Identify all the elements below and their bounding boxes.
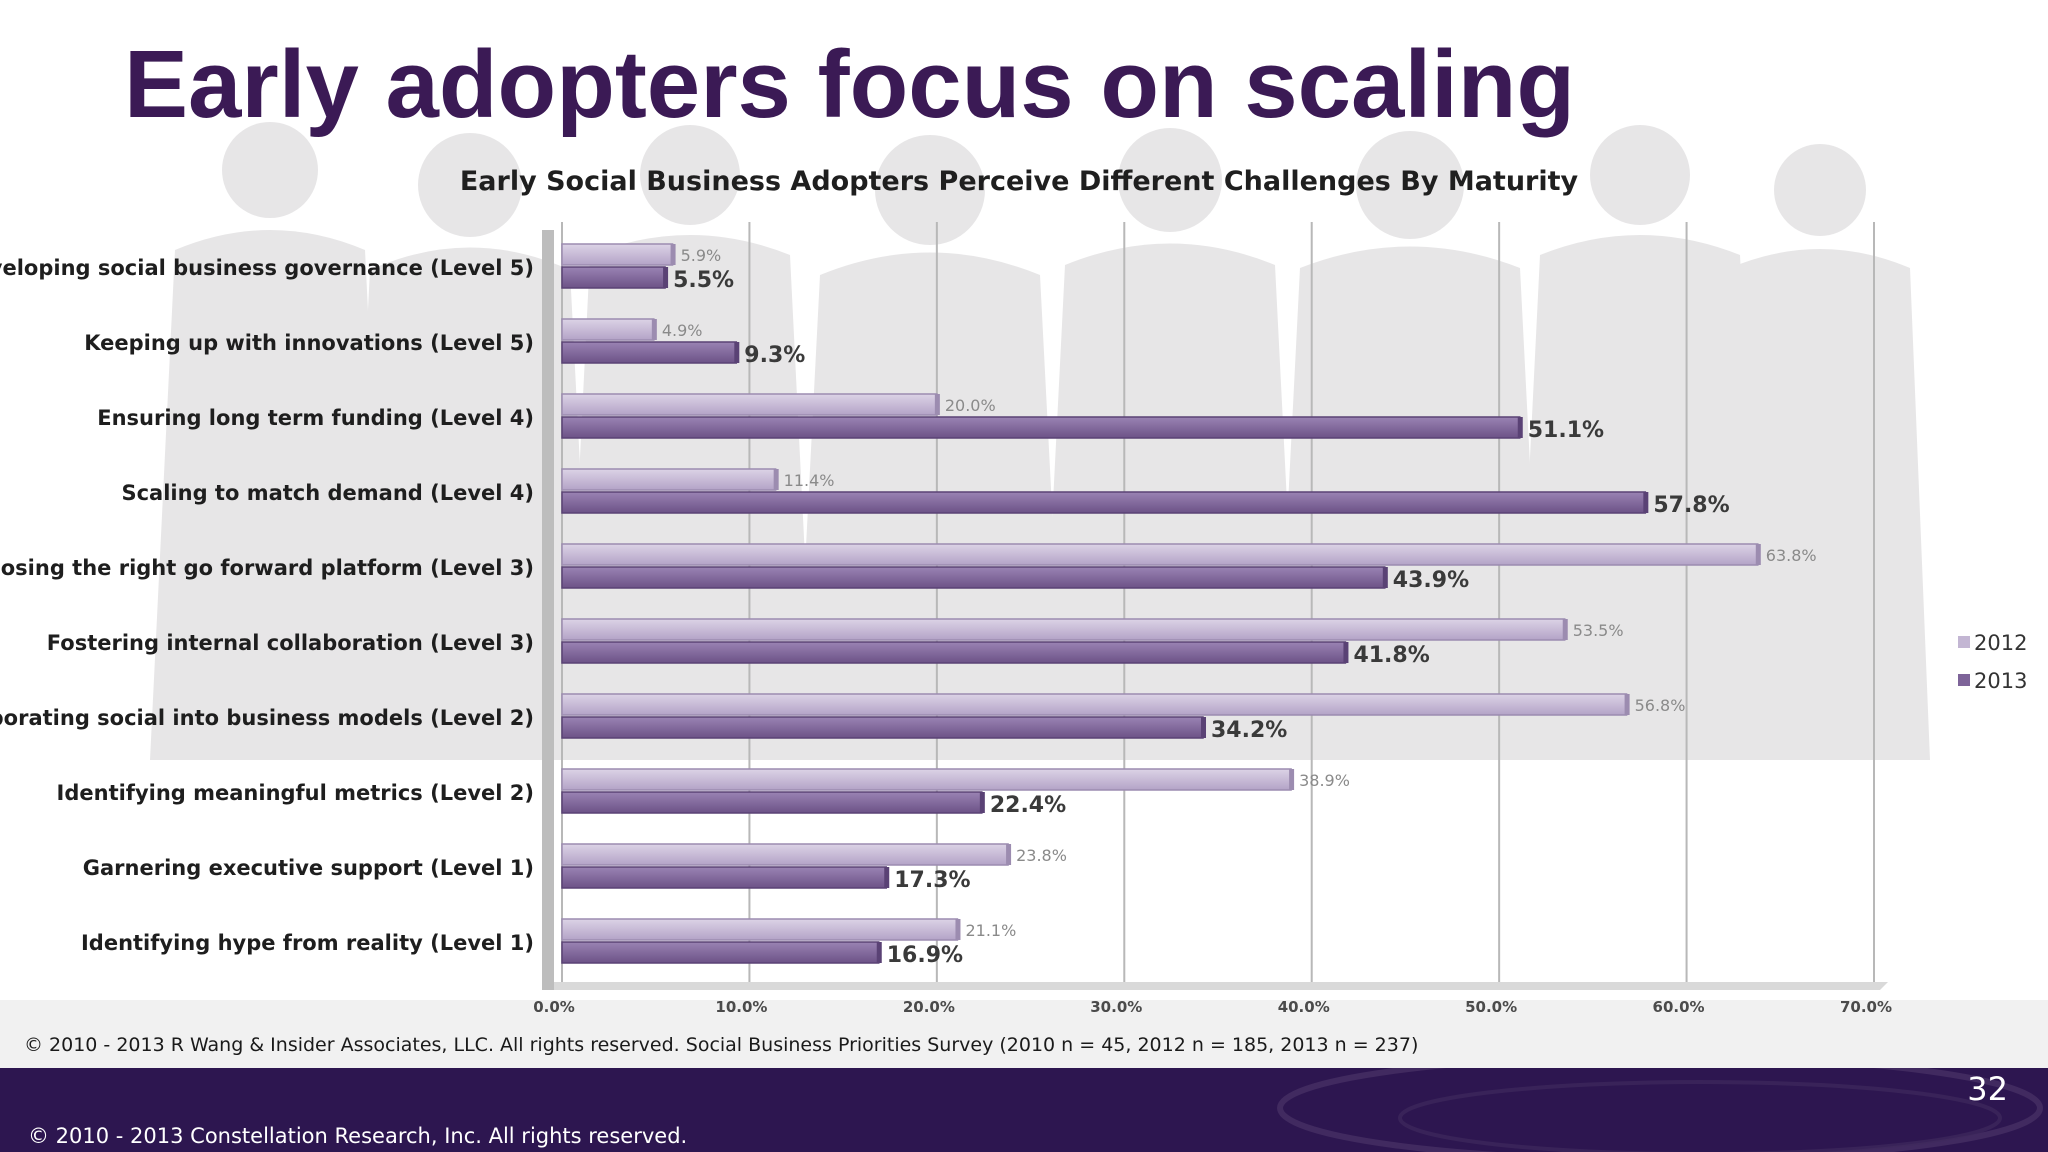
bar-2013: [561, 416, 1521, 439]
bar-end-2012: [1755, 544, 1761, 565]
plot-side-wall: [542, 230, 554, 990]
category-label: Fostering internal collaboration (Level …: [47, 631, 534, 655]
data-label-2013: 5.5%: [673, 268, 734, 293]
data-label-2012: 38.9%: [1299, 771, 1350, 790]
data-label-2013: 17.3%: [894, 868, 970, 893]
data-label-2012: 4.9%: [662, 321, 703, 340]
bar-2012: [561, 543, 1759, 566]
data-label-2013: 34.2%: [1211, 718, 1287, 743]
bar-end-2012: [1289, 769, 1295, 790]
data-label-2012: 11.4%: [784, 471, 835, 490]
bar-2013: [561, 641, 1347, 664]
bar-2012: [561, 918, 959, 941]
bar-2012: [561, 243, 674, 266]
bar-end-2012: [955, 919, 961, 940]
x-tick-label: 50.0%: [1465, 998, 1517, 1016]
data-label-2012: 23.8%: [1016, 846, 1067, 865]
bar-end-2013: [663, 267, 669, 288]
data-label-2012: 21.1%: [965, 921, 1016, 940]
bar-2013: [561, 266, 666, 289]
data-label-2012: 20.0%: [945, 396, 996, 415]
bar-end-2013: [1201, 717, 1207, 738]
plot-floor: [546, 982, 1888, 990]
bar-2013: [561, 491, 1647, 514]
bar-end-2013: [979, 792, 985, 813]
data-label-2013: 51.1%: [1528, 418, 1604, 443]
chart-title: Early Social Business Adopters Perceive …: [460, 166, 1579, 197]
legend-label-2012: 2012: [1974, 631, 2027, 655]
bar-end-2013: [734, 342, 740, 363]
bar-2013: [561, 716, 1204, 739]
category-label: Ensuring long term funding (Level 4): [97, 406, 534, 430]
page-number: 32: [1967, 1070, 2008, 1108]
plot-area: 0.0% 10.0% 20.0% 30.0% 40.0% 50.0% 60.0% 70.0% D…: [0, 222, 1892, 1016]
bar-end-2012: [670, 244, 676, 265]
bar-chart: Early Social Business Adopters Perceive …: [0, 166, 2027, 1016]
category-label: Keeping up with innovations (Level 5): [84, 331, 534, 355]
bar-end-2012: [934, 394, 940, 415]
bar-end-2013: [1343, 642, 1349, 663]
bar-end-2012: [1006, 844, 1012, 865]
x-tick-label: 70.0%: [1840, 998, 1892, 1016]
legend: 2012 2013: [1958, 631, 2027, 693]
bar-end-2013: [1382, 567, 1388, 588]
data-label-2012: 63.8%: [1766, 546, 1817, 565]
category-label: Incorporating social into business model…: [0, 706, 534, 730]
x-tick-label: 0.0%: [533, 998, 575, 1016]
data-label-2012: 56.8%: [1635, 696, 1686, 715]
footer-copyright: © 2010 - 2013 Constellation Research, In…: [28, 1124, 688, 1148]
x-tick-label: 60.0%: [1653, 998, 1705, 1016]
bar-end-2013: [876, 942, 882, 963]
data-label-2013: 41.8%: [1353, 643, 1429, 668]
x-tick-label: 30.0%: [1090, 998, 1142, 1016]
bar-2012: [561, 318, 655, 341]
category-label: Identifying hype from reality (Level 1): [81, 931, 534, 955]
legend-label-2013: 2013: [1974, 669, 2027, 693]
data-label-2013: 57.8%: [1653, 493, 1729, 518]
bar-2013: [561, 941, 880, 964]
source-note: © 2010 - 2013 R Wang & Insider Associate…: [24, 1034, 1419, 1056]
bar-end-2012: [651, 319, 657, 340]
data-label-2013: 43.9%: [1393, 568, 1469, 593]
footer-swoosh: [1277, 1068, 2043, 1152]
data-label-2013: 22.4%: [990, 793, 1066, 818]
data-label-2012: 5.9%: [681, 246, 722, 265]
bar-end-2012: [1562, 619, 1568, 640]
bar-2013: [561, 866, 888, 889]
bar-2012: [561, 468, 777, 491]
bar-end-2013: [1643, 492, 1649, 513]
slide-title: Early adopters focus on scaling: [124, 31, 1576, 138]
bar-2013: [561, 566, 1386, 589]
category-label: Garnering executive support (Level 1): [83, 856, 534, 880]
x-tick-label: 10.0%: [715, 998, 767, 1016]
data-label-2012: 53.5%: [1573, 621, 1624, 640]
bar-2012: [561, 618, 1566, 641]
data-label-2013: 16.9%: [887, 943, 963, 968]
bar-2013: [561, 341, 738, 364]
category-label: Scaling to match demand (Level 4): [121, 481, 534, 505]
category-label: Developing social business governance (L…: [0, 256, 534, 280]
bar-end-2013: [1517, 417, 1523, 438]
bar-2012: [561, 693, 1628, 716]
x-tick-label: 20.0%: [903, 998, 955, 1016]
footer-bar: [0, 1068, 2048, 1152]
bar-2012: [561, 843, 1009, 866]
bar-2012: [561, 768, 1292, 791]
bar-end-2013: [884, 867, 890, 888]
legend-swatch-2012: [1958, 636, 1970, 648]
category-label: Identifying meaningful metrics (Level 2): [57, 781, 534, 805]
category-label: Choosing the right go forward platform (…: [0, 556, 534, 580]
bar-end-2012: [1624, 694, 1630, 715]
bar-end-2012: [773, 469, 779, 490]
bar-2012: [561, 393, 938, 416]
data-label-2013: 9.3%: [744, 343, 805, 368]
bar-2013: [561, 791, 983, 814]
legend-swatch-2013: [1958, 674, 1970, 686]
x-tick-label: 40.0%: [1278, 998, 1330, 1016]
